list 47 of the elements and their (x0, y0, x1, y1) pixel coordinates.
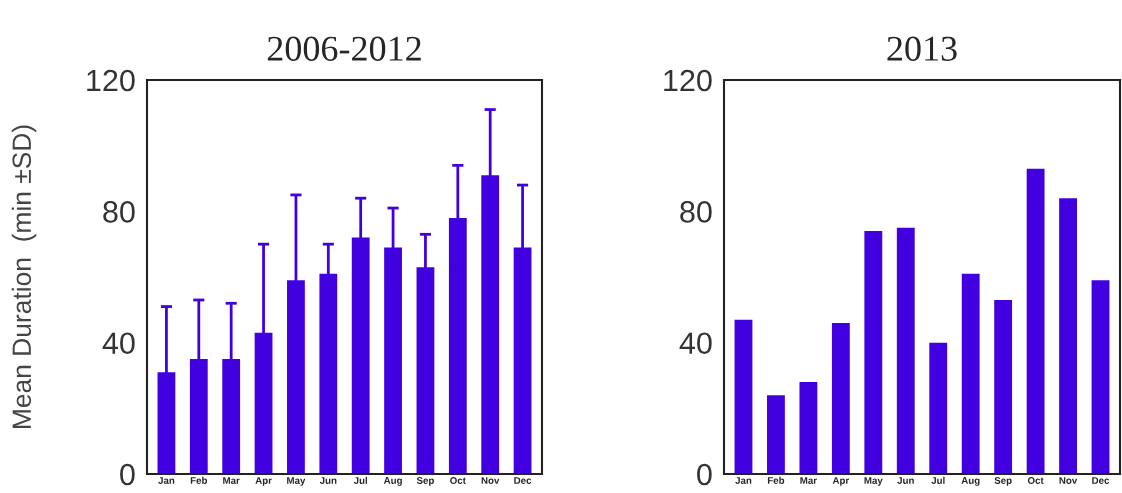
bar (799, 382, 818, 474)
bar (929, 342, 948, 474)
bar (1026, 168, 1045, 474)
bar (864, 231, 883, 474)
bar (896, 227, 915, 474)
x-tick-label: Jul (931, 476, 945, 484)
x-tick-label: Nov (1059, 477, 1078, 484)
x-tick-label: Jul (353, 476, 368, 484)
bar (994, 299, 1013, 474)
x-tick-label: Jan (158, 477, 175, 484)
x-tick-label: Oct (1027, 477, 1044, 484)
y-tick-label: 40 (102, 332, 135, 355)
x-tick-label: Feb (190, 476, 208, 484)
x-tick-label: Jun (897, 477, 914, 484)
y-tick-label: 40 (679, 332, 712, 355)
y-tick-label: 120 (87, 69, 135, 92)
y-tick-label: 80 (103, 201, 135, 223)
x-tick-label: Jan (735, 477, 752, 484)
bar (961, 273, 980, 474)
bar (767, 395, 785, 474)
chart-title: 2013 (887, 36, 957, 61)
x-tick-label: Mar (223, 477, 240, 484)
x-tick-label: Apr (255, 477, 272, 486)
x-tick-label: Sep (416, 477, 434, 486)
bar (831, 322, 850, 474)
x-tick-label: Jun (319, 477, 337, 484)
x-tick-label: Aug (383, 477, 402, 486)
bar (734, 319, 753, 474)
x-tick-label: May (864, 477, 883, 486)
y-tick-label: 0 (697, 463, 712, 486)
x-tick-label: Aug (961, 477, 980, 486)
y-tick-label: 120 (664, 69, 712, 92)
bar (1059, 198, 1077, 474)
x-tick-label: May (287, 477, 306, 486)
x-tick-label: Sep (994, 477, 1012, 486)
x-tick-label: Dec (514, 477, 532, 484)
x-tick-label: Feb (767, 476, 785, 484)
y-tick-label: 0 (120, 463, 135, 486)
y-tick-label: 80 (680, 201, 712, 223)
x-tick-label: Apr (832, 477, 850, 486)
chart-title: 2006-2012 (267, 36, 421, 61)
x-tick-label: Nov (481, 477, 500, 484)
x-tick-label: Dec (1092, 477, 1110, 484)
y-axis-title: Mean Duration (min ±SD) (11, 125, 37, 428)
x-tick-label: Oct (450, 477, 466, 484)
x-tick-label: Mar (800, 477, 817, 484)
bar (1091, 280, 1110, 474)
